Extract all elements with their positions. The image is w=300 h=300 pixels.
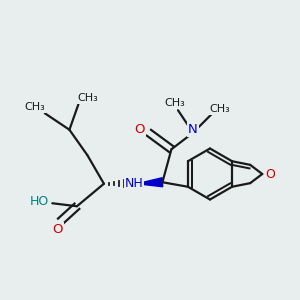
Text: HO: HO (30, 195, 49, 208)
Text: O: O (52, 223, 63, 236)
Text: CH₃: CH₃ (77, 93, 98, 103)
Text: CH₃: CH₃ (25, 102, 46, 112)
Text: O: O (266, 167, 276, 181)
Text: O: O (135, 123, 145, 136)
Text: CH₃: CH₃ (164, 98, 185, 108)
Text: NH: NH (124, 177, 143, 190)
Polygon shape (137, 178, 163, 187)
Text: CH₃: CH₃ (210, 104, 230, 114)
Text: N: N (188, 123, 198, 136)
